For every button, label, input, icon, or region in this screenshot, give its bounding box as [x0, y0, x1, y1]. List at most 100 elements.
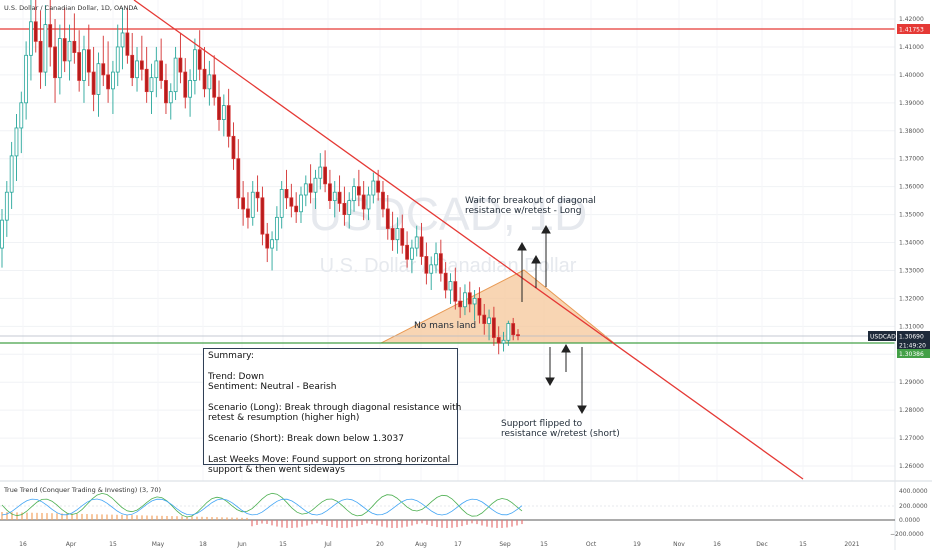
time-tick-label: Jun	[236, 541, 247, 548]
short-arrow-2-head	[561, 343, 571, 353]
candle-body	[168, 91, 173, 104]
candle-body	[376, 180, 381, 193]
candle-body	[381, 191, 385, 210]
candle-body	[463, 292, 467, 308]
candle-body	[289, 197, 294, 207]
price-tick-label: 1.34000	[899, 240, 924, 247]
resistance-price-text: 1.41753	[899, 27, 924, 34]
candle-body	[106, 74, 110, 90]
candle-body	[197, 49, 202, 70]
candle-body	[188, 80, 192, 98]
candle-body	[328, 183, 332, 201]
price-tick-label: 1.33000	[899, 267, 924, 274]
candle-body	[265, 233, 270, 249]
time-axis[interactable]: 16 Apr 15 May 18 Jun 15 Jul 20 Aug 17 Sep 15 Oct 19 Nov…	[19, 541, 860, 548]
time-tick-label: 18	[199, 541, 207, 548]
breakout-note: Wait for breakout of diagonal resistance…	[465, 196, 596, 216]
candle-body	[231, 135, 236, 160]
candle-body	[250, 191, 255, 218]
candle-body	[342, 202, 347, 215]
time-tick-label: 19	[633, 541, 641, 548]
time-tick-label: Sep	[499, 541, 511, 548]
candle-body	[385, 208, 390, 229]
candle-body	[164, 80, 168, 104]
indicator-axis-label: 400.0000	[899, 488, 928, 495]
price-axis[interactable]: 1.42000 1.41000 1.40000 1.39000 1.38000 1.370…	[899, 16, 924, 470]
candle-body	[284, 189, 289, 199]
candle-body	[356, 186, 361, 196]
true-trend-indicator	[0, 492, 895, 528]
candle-body	[255, 191, 260, 199]
candle-body	[38, 40, 43, 73]
long-arrow-1-head	[517, 241, 527, 251]
time-tick-label: 15	[540, 541, 548, 548]
summary-line: retest & resumption (higher high)	[208, 413, 360, 424]
candle-body	[226, 105, 231, 137]
candle-body	[217, 96, 221, 120]
watermark-name: U.S. Dollar / Canadian Dollar	[320, 255, 577, 277]
candle-body	[410, 247, 414, 260]
candle-body	[501, 339, 506, 344]
candle-body	[405, 244, 409, 260]
candle-body	[43, 24, 48, 73]
time-tick-label: 15	[279, 541, 287, 548]
summary-line	[208, 361, 453, 371]
candle-body	[279, 189, 284, 218]
diagonal-resistance-trendline[interactable]	[133, 0, 804, 480]
indicator-line-slow	[1, 498, 523, 516]
no-mans-land-zone[interactable]	[380, 269, 616, 344]
candle-body	[111, 71, 115, 90]
indicator-axis-label: 0.0000	[899, 517, 920, 524]
price-tick-label: 1.26000	[899, 463, 924, 470]
candle-body	[352, 186, 356, 201]
candle-body	[467, 292, 472, 305]
candle-body	[477, 297, 482, 316]
price-tick-label: 1.27000	[899, 435, 924, 442]
price-tick-label: 1.37000	[899, 156, 924, 163]
price-tick-label: 1.42000	[899, 16, 924, 23]
candle-body	[246, 208, 250, 218]
short-arrow-3-head	[577, 405, 587, 415]
candle-body	[207, 74, 212, 90]
candle-body	[53, 46, 57, 79]
indicator-axis-label: −200.0000	[890, 531, 924, 538]
candle-body	[337, 191, 342, 204]
candle-body	[318, 166, 323, 179]
time-tick-label: 20	[376, 541, 384, 548]
time-tick-label: 17	[454, 541, 462, 548]
symbol-price-text: 1.30690	[899, 334, 924, 341]
time-tick-label: 2021	[844, 541, 859, 548]
candle-body	[24, 54, 29, 104]
candle-body	[86, 49, 91, 73]
symbol-price-badge: USDCAD 1.30690 21:49:20	[868, 331, 930, 350]
candle-body	[149, 77, 154, 93]
candle-body	[516, 334, 520, 337]
candle-body	[48, 24, 53, 48]
candle-body	[144, 68, 149, 93]
candle-body	[4, 191, 9, 221]
price-tick-label: 1.36000	[899, 184, 924, 191]
candle-body	[323, 166, 327, 185]
candle-body	[193, 49, 197, 81]
time-tick-label: Oct	[586, 541, 597, 548]
candle-body	[57, 38, 62, 79]
candle-body	[472, 297, 477, 305]
symbol-badge-text: USDCAD	[870, 334, 896, 341]
candle-body	[236, 158, 241, 199]
candle-body	[424, 256, 429, 274]
support-note: Support flipped to resistance w/retest (…	[501, 419, 620, 439]
candle-body	[101, 63, 106, 76]
candle-body	[366, 194, 371, 210]
time-tick-label: 16	[713, 541, 721, 548]
candle-body	[9, 155, 14, 193]
candle-body	[313, 177, 318, 193]
candle-body	[453, 281, 458, 302]
candle-body	[400, 228, 405, 246]
candle-body	[347, 200, 352, 215]
price-tick-label: 1.38000	[899, 128, 924, 135]
instrument-title[interactable]: U.S. Dollar / Canadian Dollar, 1D, OANDA	[4, 4, 138, 12]
short-arrow-1-head	[545, 377, 555, 387]
time-tick-label: 15	[109, 541, 117, 548]
candle-body	[221, 105, 226, 120]
